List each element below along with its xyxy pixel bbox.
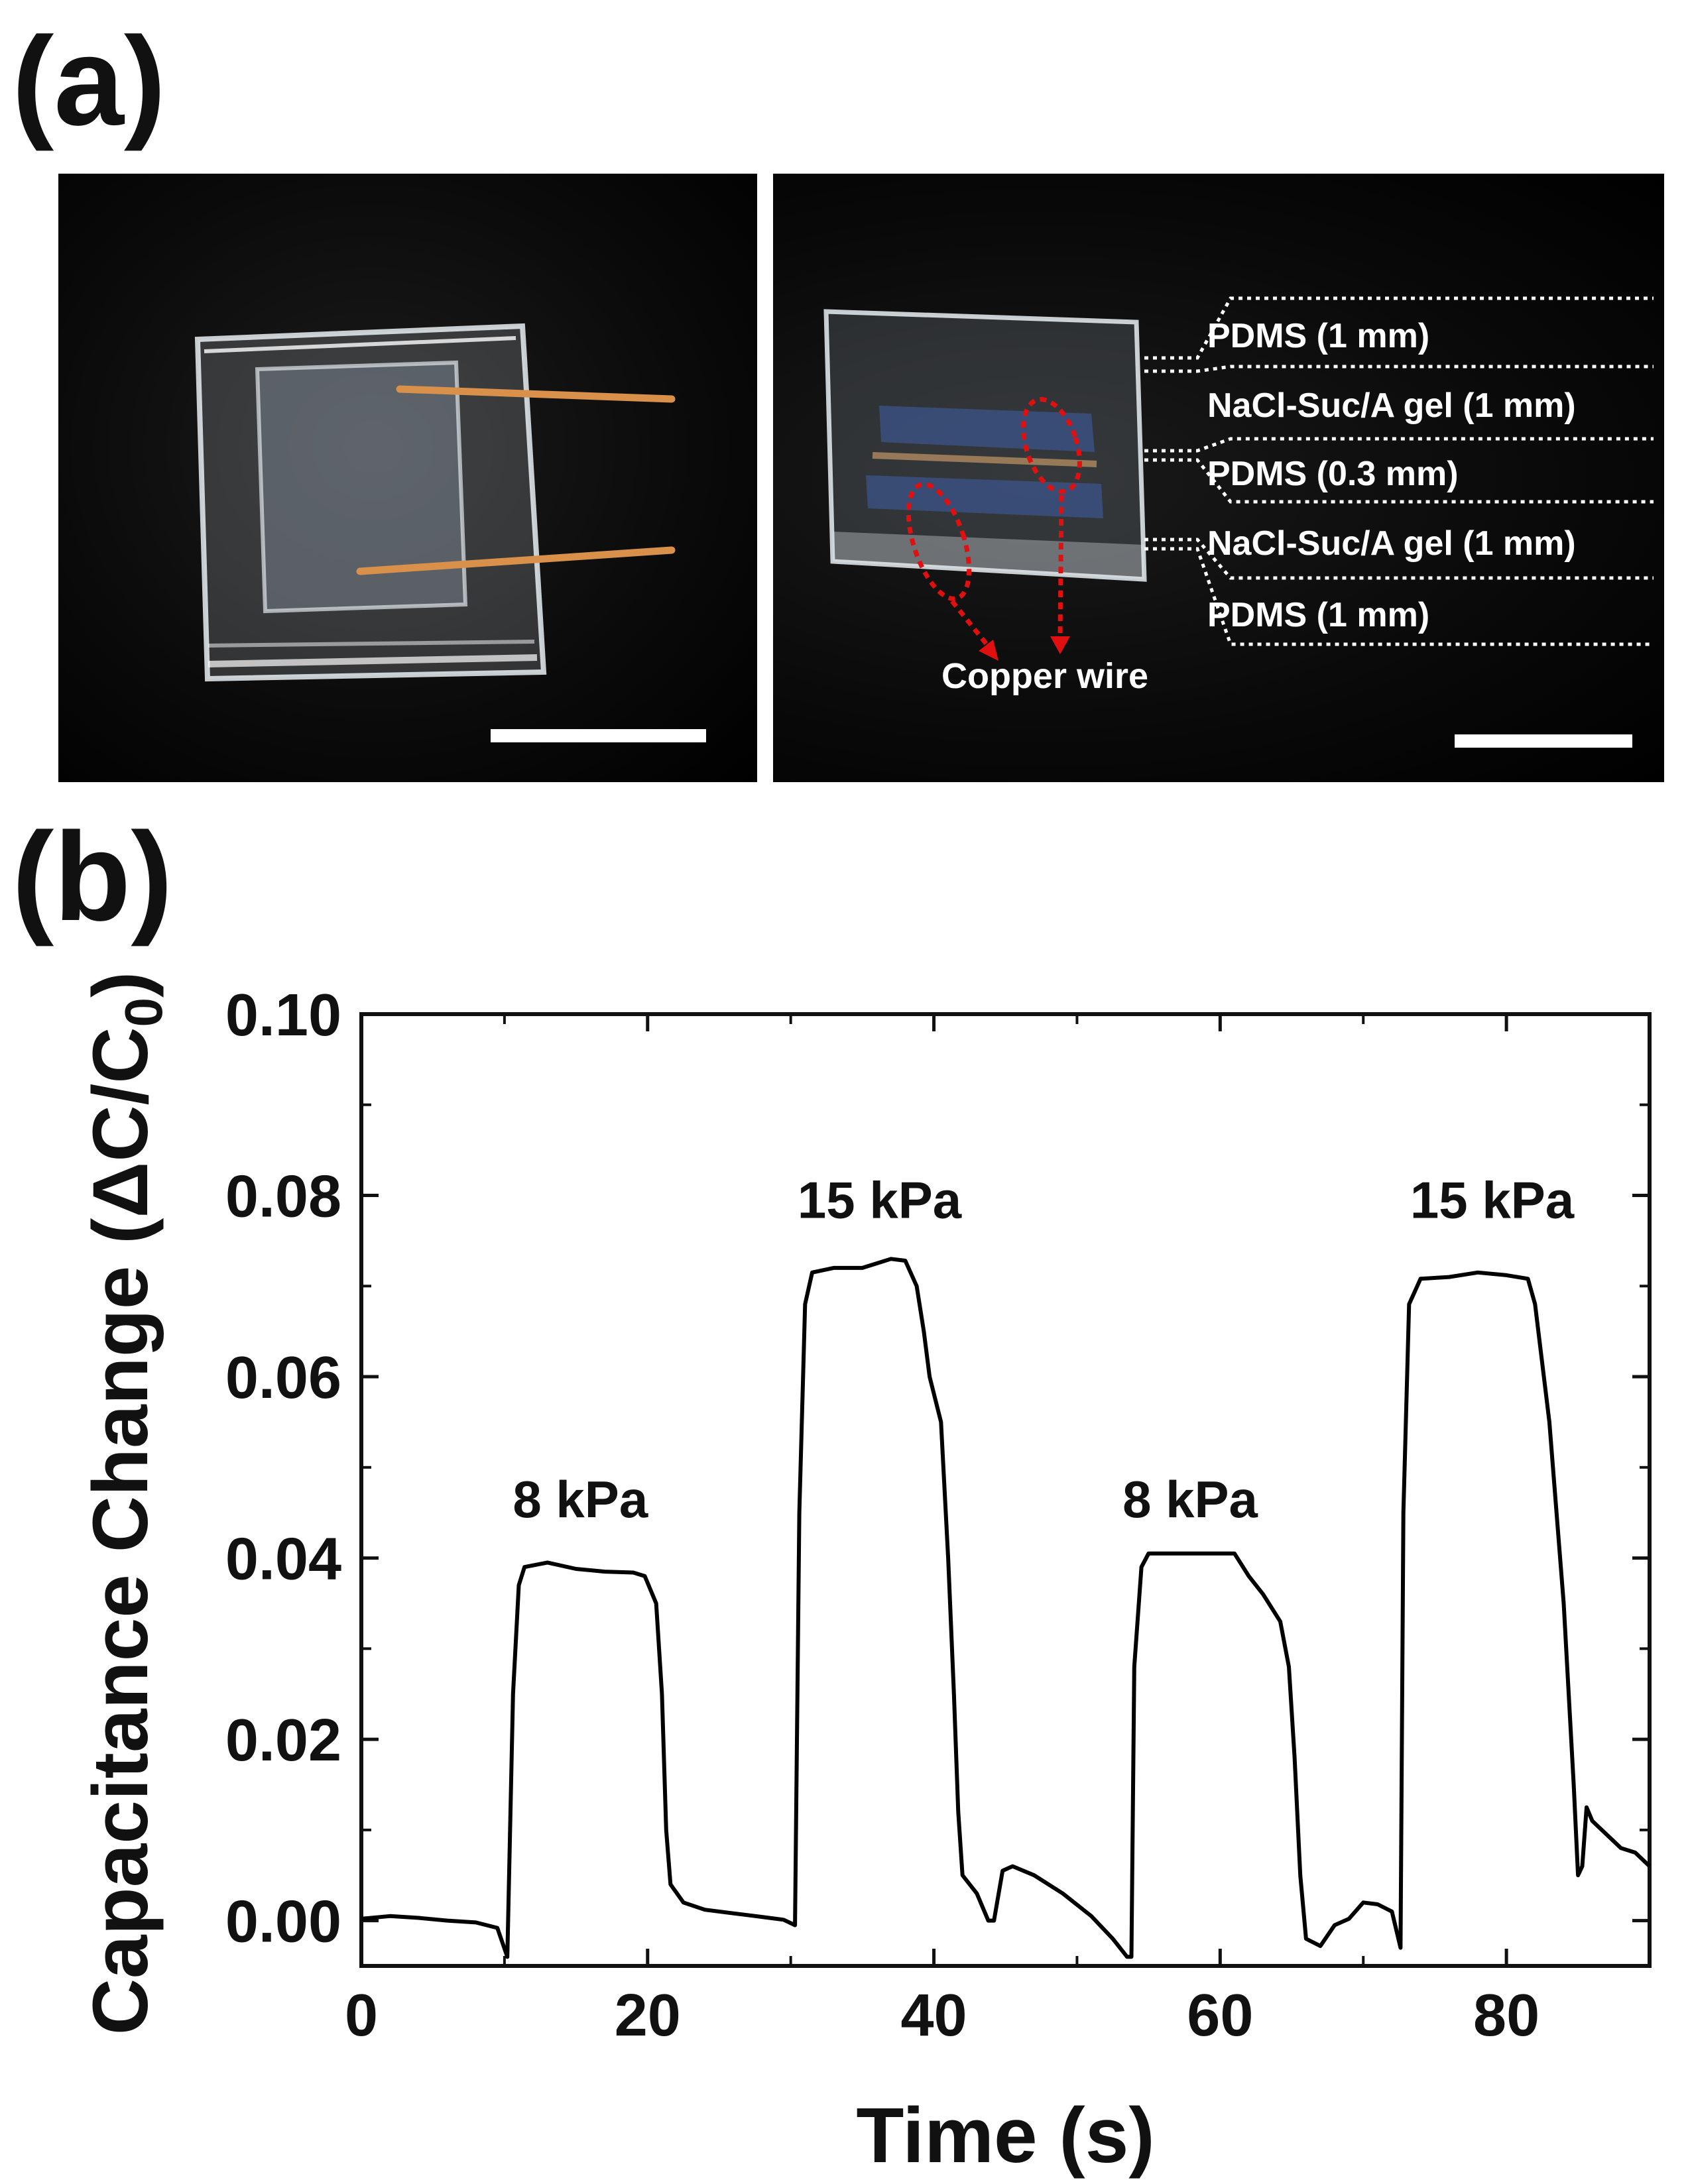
device-top-illustration bbox=[194, 323, 706, 742]
pressure-annotation: 15 kPa bbox=[1410, 1171, 1575, 1230]
layer-label-4: NaCl-Suc/A gel (1 mm) bbox=[1207, 524, 1576, 563]
scale-bar-right bbox=[1455, 734, 1632, 748]
device-side-photo: Copper wire PDMS (1 mm) NaCl-Suc/A gel (… bbox=[773, 174, 1664, 782]
y-tick-label: 0.00 bbox=[225, 1889, 341, 1955]
scale-bar-left bbox=[491, 729, 706, 742]
y-axis-title-main: Capacitance Change (ΔC/C bbox=[77, 1027, 164, 2035]
y-axis-title-subscript: 0 bbox=[114, 998, 173, 1027]
device-top-photo bbox=[58, 174, 757, 782]
pdms-block-bottom-edge-2 bbox=[208, 640, 535, 648]
panel-label-a: (a) bbox=[12, 11, 166, 152]
y-axis-title-close: ) bbox=[77, 972, 164, 998]
plot-area-border bbox=[359, 1012, 1652, 1968]
y-tick-label: 0.10 bbox=[225, 982, 341, 1049]
copper-wire-bottom bbox=[356, 546, 676, 575]
layer-label-2: NaCl-Suc/A gel (1 mm) bbox=[1207, 386, 1576, 425]
panel-label-b: (b) bbox=[12, 807, 173, 947]
leader-line-3 bbox=[1144, 437, 1654, 453]
side-block-bottom bbox=[833, 532, 1144, 579]
layer-label-3: PDMS (0.3 mm) bbox=[1207, 455, 1459, 493]
copper-wire-top bbox=[396, 385, 676, 403]
y-tick-label: 0.04 bbox=[225, 1526, 341, 1593]
leader-line-1 bbox=[1144, 296, 1654, 360]
tick-labels: 0 20 40 60 80 0.00 0.02 0.04 0.06 0.08 0.10 bbox=[225, 982, 1539, 2049]
copper-wire-label: Copper wire bbox=[941, 656, 1148, 696]
device-side-illustration: Copper wire PDMS (1 mm) NaCl-Suc/A gel (… bbox=[823, 296, 1654, 748]
leader-line-6 bbox=[1144, 547, 1654, 646]
copper-arrow-left bbox=[950, 599, 994, 653]
series-line-0 bbox=[361, 1257, 1652, 1959]
layer-label-1: PDMS (1 mm) bbox=[1207, 317, 1429, 355]
x-tick-label: 20 bbox=[615, 1983, 681, 2049]
y-tick-label: 0.06 bbox=[225, 1345, 341, 1411]
x-tick-label: 80 bbox=[1473, 1983, 1539, 2049]
pdms-block-top-edge bbox=[204, 336, 516, 353]
copper-arrowhead-left bbox=[979, 640, 998, 661]
layer-leader-lines bbox=[1144, 296, 1654, 646]
pdms-block-bottom-edge bbox=[208, 654, 538, 667]
annotations-group: 8 kPa 15 kPa 8 kPa 15 kPa bbox=[513, 1171, 1574, 1528]
axis-ticks bbox=[359, 1012, 1650, 1966]
leader-line-2 bbox=[1144, 365, 1654, 373]
side-middle-pdms bbox=[872, 452, 1097, 467]
leader-line-5 bbox=[1144, 538, 1654, 580]
layer-label-5: PDMS (1 mm) bbox=[1207, 596, 1429, 634]
side-gel-layer-bottom bbox=[866, 475, 1103, 518]
x-tick-label: 40 bbox=[901, 1983, 967, 2049]
y-tick-label: 0.02 bbox=[225, 1707, 341, 1774]
x-tick-label: 0 bbox=[345, 1983, 378, 2049]
pressure-annotation: 15 kPa bbox=[798, 1171, 962, 1230]
y-tick-label: 0.08 bbox=[225, 1164, 341, 1230]
plot-frame bbox=[359, 1012, 1652, 1968]
y-axis-title: Capacitance Change (ΔC/C0) bbox=[77, 972, 173, 2036]
x-tick-label: 60 bbox=[1187, 1983, 1253, 2049]
leader-line-4 bbox=[1144, 458, 1654, 504]
x-axis-title: Time (s) bbox=[856, 2092, 1154, 2179]
pressure-annotation: 8 kPa bbox=[513, 1470, 648, 1528]
copper-arrowhead-right bbox=[1050, 636, 1070, 654]
side-gel-layer-top bbox=[879, 406, 1095, 452]
gel-square bbox=[255, 360, 468, 614]
series-group bbox=[361, 1257, 1652, 1959]
copper-highlight-ellipse-left bbox=[906, 482, 972, 601]
pressure-annotation: 8 kPa bbox=[1122, 1470, 1258, 1528]
